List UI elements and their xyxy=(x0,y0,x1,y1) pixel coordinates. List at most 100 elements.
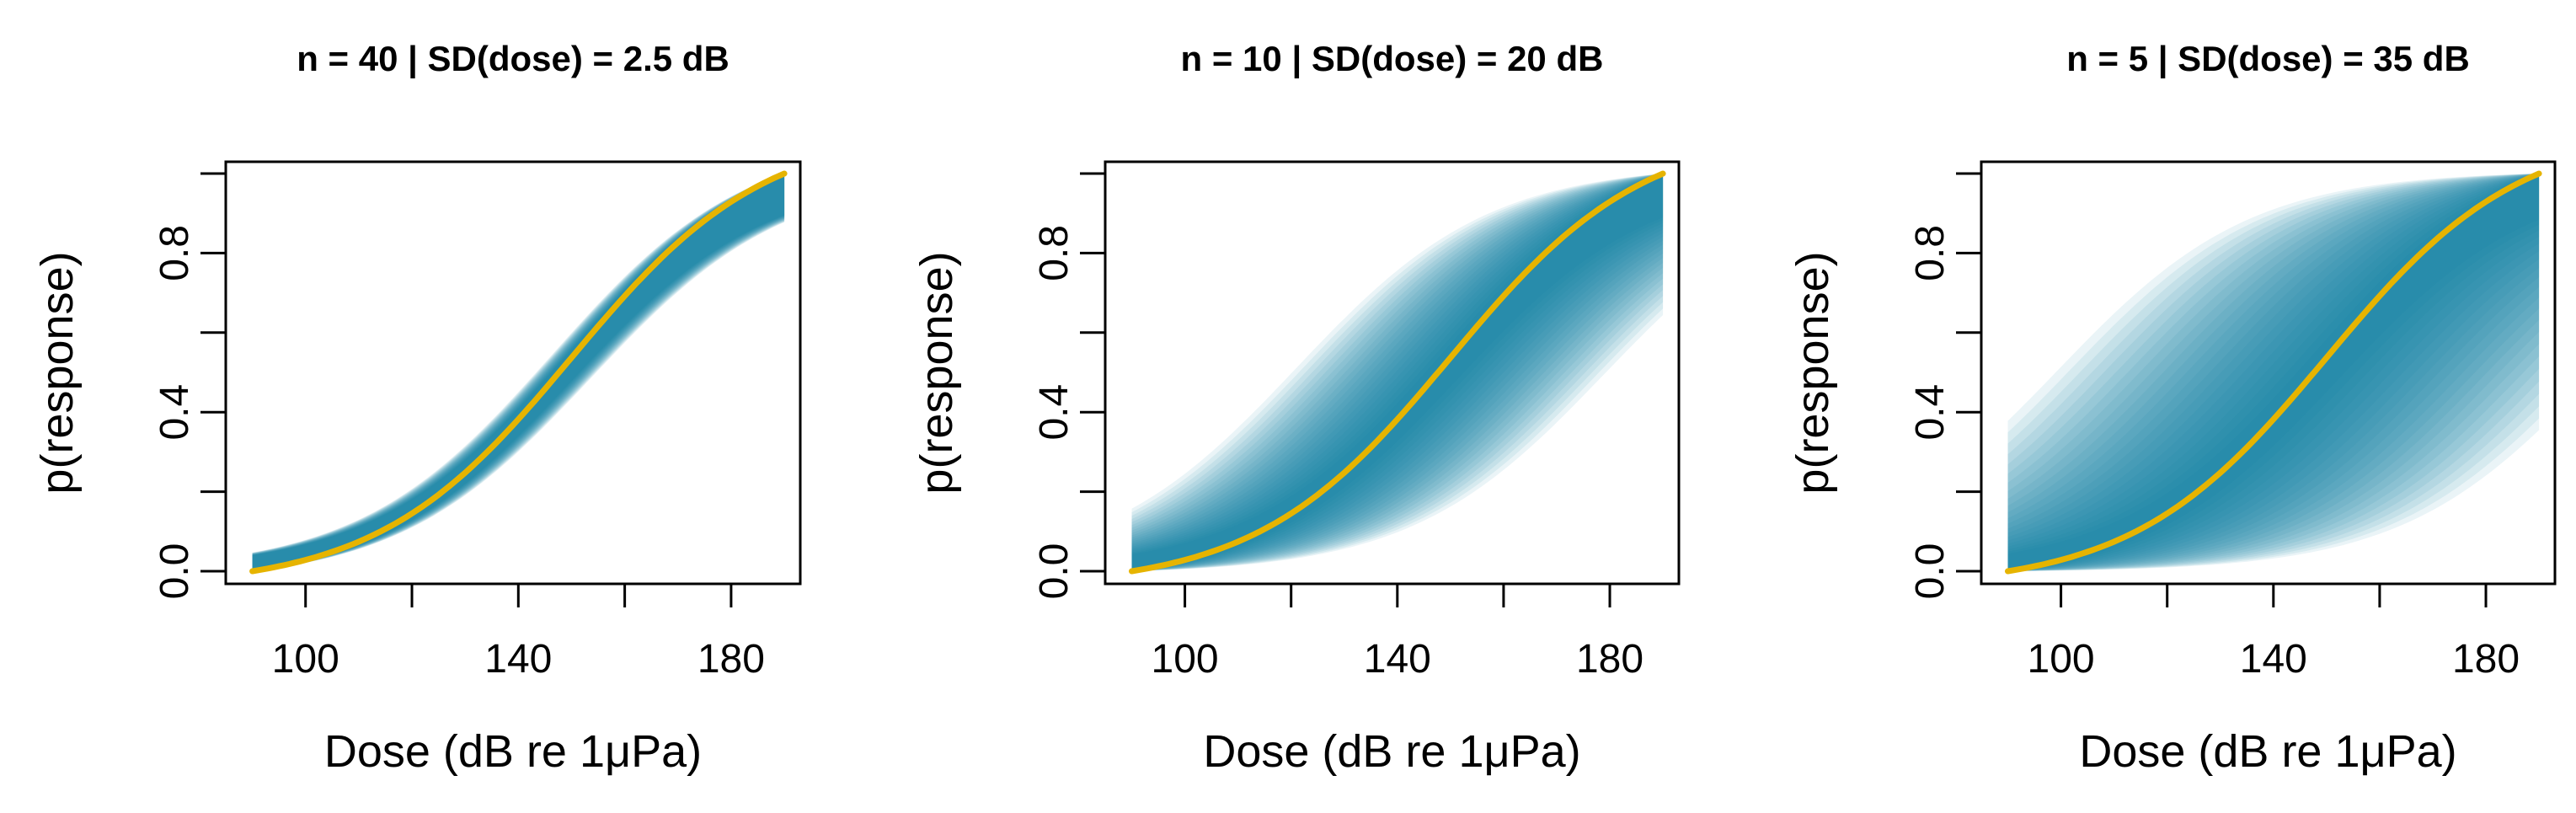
band-layer xyxy=(1131,174,1664,571)
band-layer xyxy=(252,174,785,571)
band-layer xyxy=(252,174,785,571)
x-tick-label: 100 xyxy=(2028,637,2095,682)
x-tick-label: 140 xyxy=(1364,637,1431,682)
band-layer xyxy=(252,174,785,571)
y-axis-label: p(response) xyxy=(911,251,962,494)
band-layer xyxy=(1131,174,1664,571)
y-tick-label: 0.0 xyxy=(1032,543,1077,600)
x-axis-label: Dose (dB re 1μPa) xyxy=(324,726,702,777)
plot-frame xyxy=(1104,160,1681,586)
band-layer xyxy=(2007,174,2540,571)
plot-frame xyxy=(1980,160,2557,586)
plot-frame xyxy=(224,160,802,586)
band-layer xyxy=(2007,174,2540,571)
band-layer xyxy=(252,174,785,571)
x-tick-label: 180 xyxy=(2452,637,2520,682)
band-layer xyxy=(252,174,785,571)
band-layer xyxy=(2007,174,2540,571)
panel-title: n = 5 | SD(dose) = 35 dB xyxy=(2066,39,2470,79)
y-tick-label: 0.4 xyxy=(152,384,197,441)
band-layer xyxy=(1131,174,1664,571)
band-layer xyxy=(2007,174,2540,571)
band-layer xyxy=(252,174,785,571)
response-curve-band xyxy=(2007,174,2540,571)
y-tick-label: 0.4 xyxy=(1908,384,1953,441)
y-tick-label: 0.8 xyxy=(152,225,197,281)
band-layer xyxy=(1131,174,1664,571)
x-tick-label: 180 xyxy=(697,637,765,682)
y-tick-label: 0.0 xyxy=(152,543,197,600)
x-tick-label: 100 xyxy=(272,637,339,682)
chart-panel-3: 0.0 0.4 0.8 100 140 180 n = 5 | SD(dose) = 35 … xyxy=(1788,39,2557,777)
band-layer xyxy=(2007,174,2540,571)
band-layer xyxy=(2007,174,2540,571)
band-layer xyxy=(2007,174,2540,571)
band-layer xyxy=(252,174,785,571)
chart-panel-2: 0.0 0.4 0.8 100 140 180 n = 10 | SD(dose) = 20… xyxy=(911,39,1681,777)
response-curve-band xyxy=(252,174,785,571)
mean-response-line xyxy=(249,170,788,575)
band-layer xyxy=(1131,174,1664,571)
band-layer xyxy=(252,174,785,571)
band-layer xyxy=(2007,174,2540,571)
band-layer xyxy=(252,174,785,571)
band-layer xyxy=(1131,174,1664,571)
mean-response-line xyxy=(1129,170,1666,575)
band-layer xyxy=(1131,174,1664,571)
band-layer xyxy=(1131,174,1664,571)
band-layer xyxy=(2007,174,2540,571)
band-layer xyxy=(2007,174,2540,571)
y-tick-label: 0.8 xyxy=(1908,225,1953,281)
band-layer xyxy=(1131,174,1664,571)
band-layer xyxy=(1131,174,1664,571)
band-layer xyxy=(2007,174,2540,571)
x-tick-label: 140 xyxy=(484,637,552,682)
band-layer xyxy=(2007,174,2540,571)
band-layer xyxy=(1131,174,1664,571)
band-layer xyxy=(1131,174,1664,571)
band-layer xyxy=(252,174,785,571)
panel-title: n = 40 | SD(dose) = 2.5 dB xyxy=(297,39,730,79)
band-layer xyxy=(1131,174,1664,571)
panel-title: n = 10 | SD(dose) = 20 dB xyxy=(1181,39,1604,79)
band-layer xyxy=(252,174,785,571)
band-layer xyxy=(252,174,785,571)
band-layer xyxy=(1131,174,1664,571)
band-layer xyxy=(2007,174,2540,571)
band-layer xyxy=(252,174,785,571)
y-axis-label: p(response) xyxy=(32,251,83,494)
band-layer xyxy=(2007,174,2540,571)
band-layer xyxy=(2007,174,2540,571)
y-tick-label: 0.4 xyxy=(1032,384,1077,441)
band-layer xyxy=(252,174,785,571)
band-layer xyxy=(252,174,785,571)
band-layer xyxy=(2007,174,2540,571)
band-layer xyxy=(2007,174,2540,571)
band-layer xyxy=(1131,174,1664,571)
band-layer xyxy=(1131,174,1664,571)
band-layer xyxy=(252,174,785,571)
chart-panel-1: 0.0 0.4 0.8 100 140 180 n = 40 | SD(dose) = 2.… xyxy=(32,39,802,777)
y-axis-label: p(response) xyxy=(1788,251,1838,494)
y-tick-label: 0.8 xyxy=(1032,225,1077,281)
band-layer xyxy=(1131,174,1664,571)
band-layer xyxy=(2007,174,2540,571)
band-layer xyxy=(1131,174,1664,571)
band-layer xyxy=(1131,174,1664,571)
band-layer xyxy=(1131,174,1664,571)
band-layer xyxy=(252,174,785,571)
band-layer xyxy=(2007,174,2540,571)
x-tick-label: 100 xyxy=(1152,637,1219,682)
band-layer xyxy=(2007,174,2540,571)
band-layer xyxy=(252,174,785,571)
band-layer xyxy=(1131,174,1664,571)
x-tick-label: 180 xyxy=(1576,637,1643,682)
band-layer xyxy=(2007,174,2540,571)
band-layer xyxy=(252,174,785,571)
x-axis-label: Dose (dB re 1μPa) xyxy=(2079,726,2456,777)
band-layer xyxy=(2007,174,2540,571)
band-layer xyxy=(252,174,785,571)
band-layer xyxy=(252,174,785,571)
band-layer xyxy=(1131,174,1664,571)
